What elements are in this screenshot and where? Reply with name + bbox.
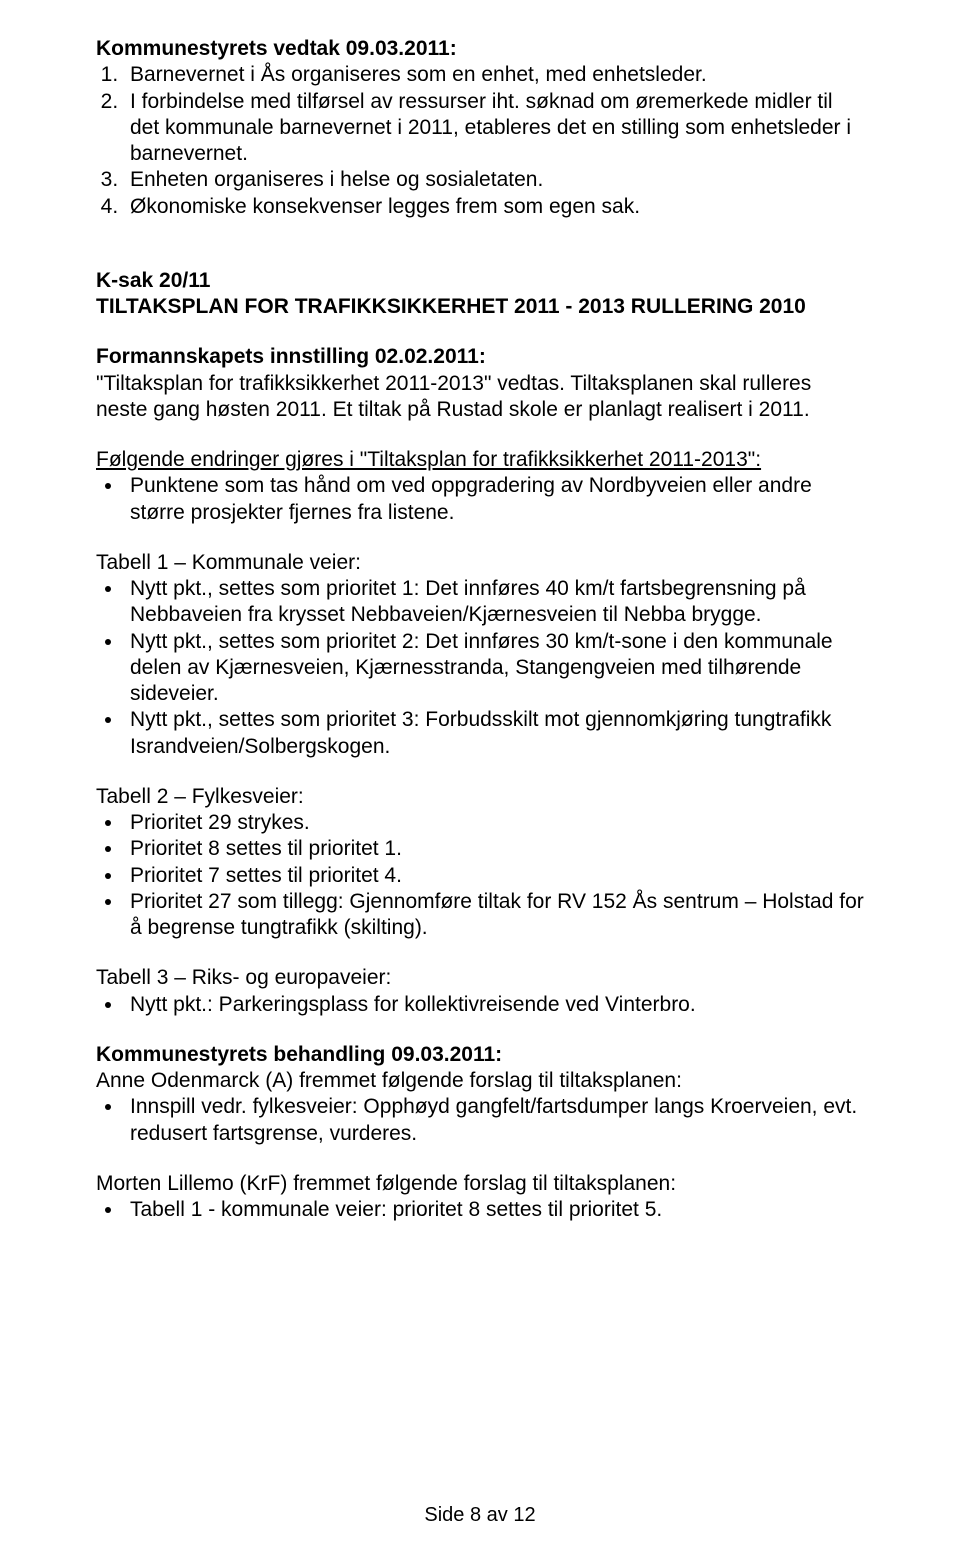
section-morten: Morten Lillemo (KrF) fremmet følgende fo… (96, 1171, 864, 1224)
changes-list: Punktene som tas hånd om ved oppgraderin… (96, 473, 864, 526)
vedtak-item: I forbindelse med tilførsel av ressurser… (124, 89, 864, 168)
table1-heading: Tabell 1 – Kommunale veier: (96, 550, 864, 576)
table2-item: Prioritet 27 som tillegg: Gjennomføre ti… (124, 889, 864, 942)
section-behandling: Kommunestyrets behandling 09.03.2011: An… (96, 1042, 864, 1147)
formann-intro: "Tiltaksplan for trafikksikkerhet 2011-2… (96, 371, 864, 424)
morten-list: Tabell 1 - kommunale veier: prioritet 8 … (96, 1197, 864, 1223)
ksak-code: K-sak 20/11 (96, 268, 864, 294)
section-ksak: K-sak 20/11 TILTAKSPLAN FOR TRAFIKKSIKKE… (96, 268, 864, 321)
anne-item: Innspill vedr. fylkesveier: Opphøyd gang… (124, 1094, 864, 1147)
page-footer: Side 8 av 12 (0, 1504, 960, 1527)
vedtak-heading: Kommunestyrets vedtak 09.03.2011: (96, 36, 864, 62)
section-changes: Følgende endringer gjøres i "Tiltaksplan… (96, 447, 864, 526)
table2-item: Prioritet 29 strykes. (124, 810, 864, 836)
anne-list: Innspill vedr. fylkesveier: Opphøyd gang… (96, 1094, 864, 1147)
vedtak-item: Enheten organiseres i helse og sosialeta… (124, 167, 864, 193)
morten-item: Tabell 1 - kommunale veier: prioritet 8 … (124, 1197, 864, 1223)
table3-item: Nytt pkt.: Parkeringsplass for kollektiv… (124, 992, 864, 1018)
vedtak-item: Barnevernet i Ås organiseres som en enhe… (124, 62, 864, 88)
anne-intro: Anne Odenmarck (A) fremmet følgende fors… (96, 1068, 864, 1094)
table2-heading: Tabell 2 – Fylkesveier: (96, 784, 864, 810)
table1-item: Nytt pkt., settes som prioritet 2: Det i… (124, 629, 864, 708)
formann-heading: Formannskapets innstilling 02.02.2011: (96, 344, 864, 370)
vedtak-item: Økonomiske konsekvenser legges frem som … (124, 194, 864, 220)
ksak-title: TILTAKSPLAN FOR TRAFIKKSIKKERHET 2011 - … (96, 294, 864, 320)
changes-item: Punktene som tas hånd om ved oppgraderin… (124, 473, 864, 526)
document-page: Kommunestyrets vedtak 09.03.2011: Barnev… (0, 0, 960, 1547)
table3-heading: Tabell 3 – Riks- og europaveier: (96, 965, 864, 991)
table3-list: Nytt pkt.: Parkeringsplass for kollektiv… (96, 992, 864, 1018)
table2-list: Prioritet 29 strykes. Prioritet 8 settes… (96, 810, 864, 941)
table1-item: Nytt pkt., settes som prioritet 1: Det i… (124, 576, 864, 629)
section-vedtak: Kommunestyrets vedtak 09.03.2011: Barnev… (96, 36, 864, 220)
behandling-heading: Kommunestyrets behandling 09.03.2011: (96, 1042, 864, 1068)
table1-item: Nytt pkt., settes som prioritet 3: Forbu… (124, 707, 864, 760)
section-table2: Tabell 2 – Fylkesveier: Prioritet 29 str… (96, 784, 864, 942)
section-formannskap: Formannskapets innstilling 02.02.2011: "… (96, 344, 864, 423)
table1-list: Nytt pkt., settes som prioritet 1: Det i… (96, 576, 864, 760)
section-table3: Tabell 3 – Riks- og europaveier: Nytt pk… (96, 965, 864, 1018)
table2-item: Prioritet 8 settes til prioritet 1. (124, 836, 864, 862)
table2-item: Prioritet 7 settes til prioritet 4. (124, 863, 864, 889)
section-table1: Tabell 1 – Kommunale veier: Nytt pkt., s… (96, 550, 864, 760)
vedtak-list: Barnevernet i Ås organiseres som en enhe… (96, 62, 864, 220)
changes-heading: Følgende endringer gjøres i "Tiltaksplan… (96, 448, 761, 471)
morten-intro: Morten Lillemo (KrF) fremmet følgende fo… (96, 1171, 864, 1197)
